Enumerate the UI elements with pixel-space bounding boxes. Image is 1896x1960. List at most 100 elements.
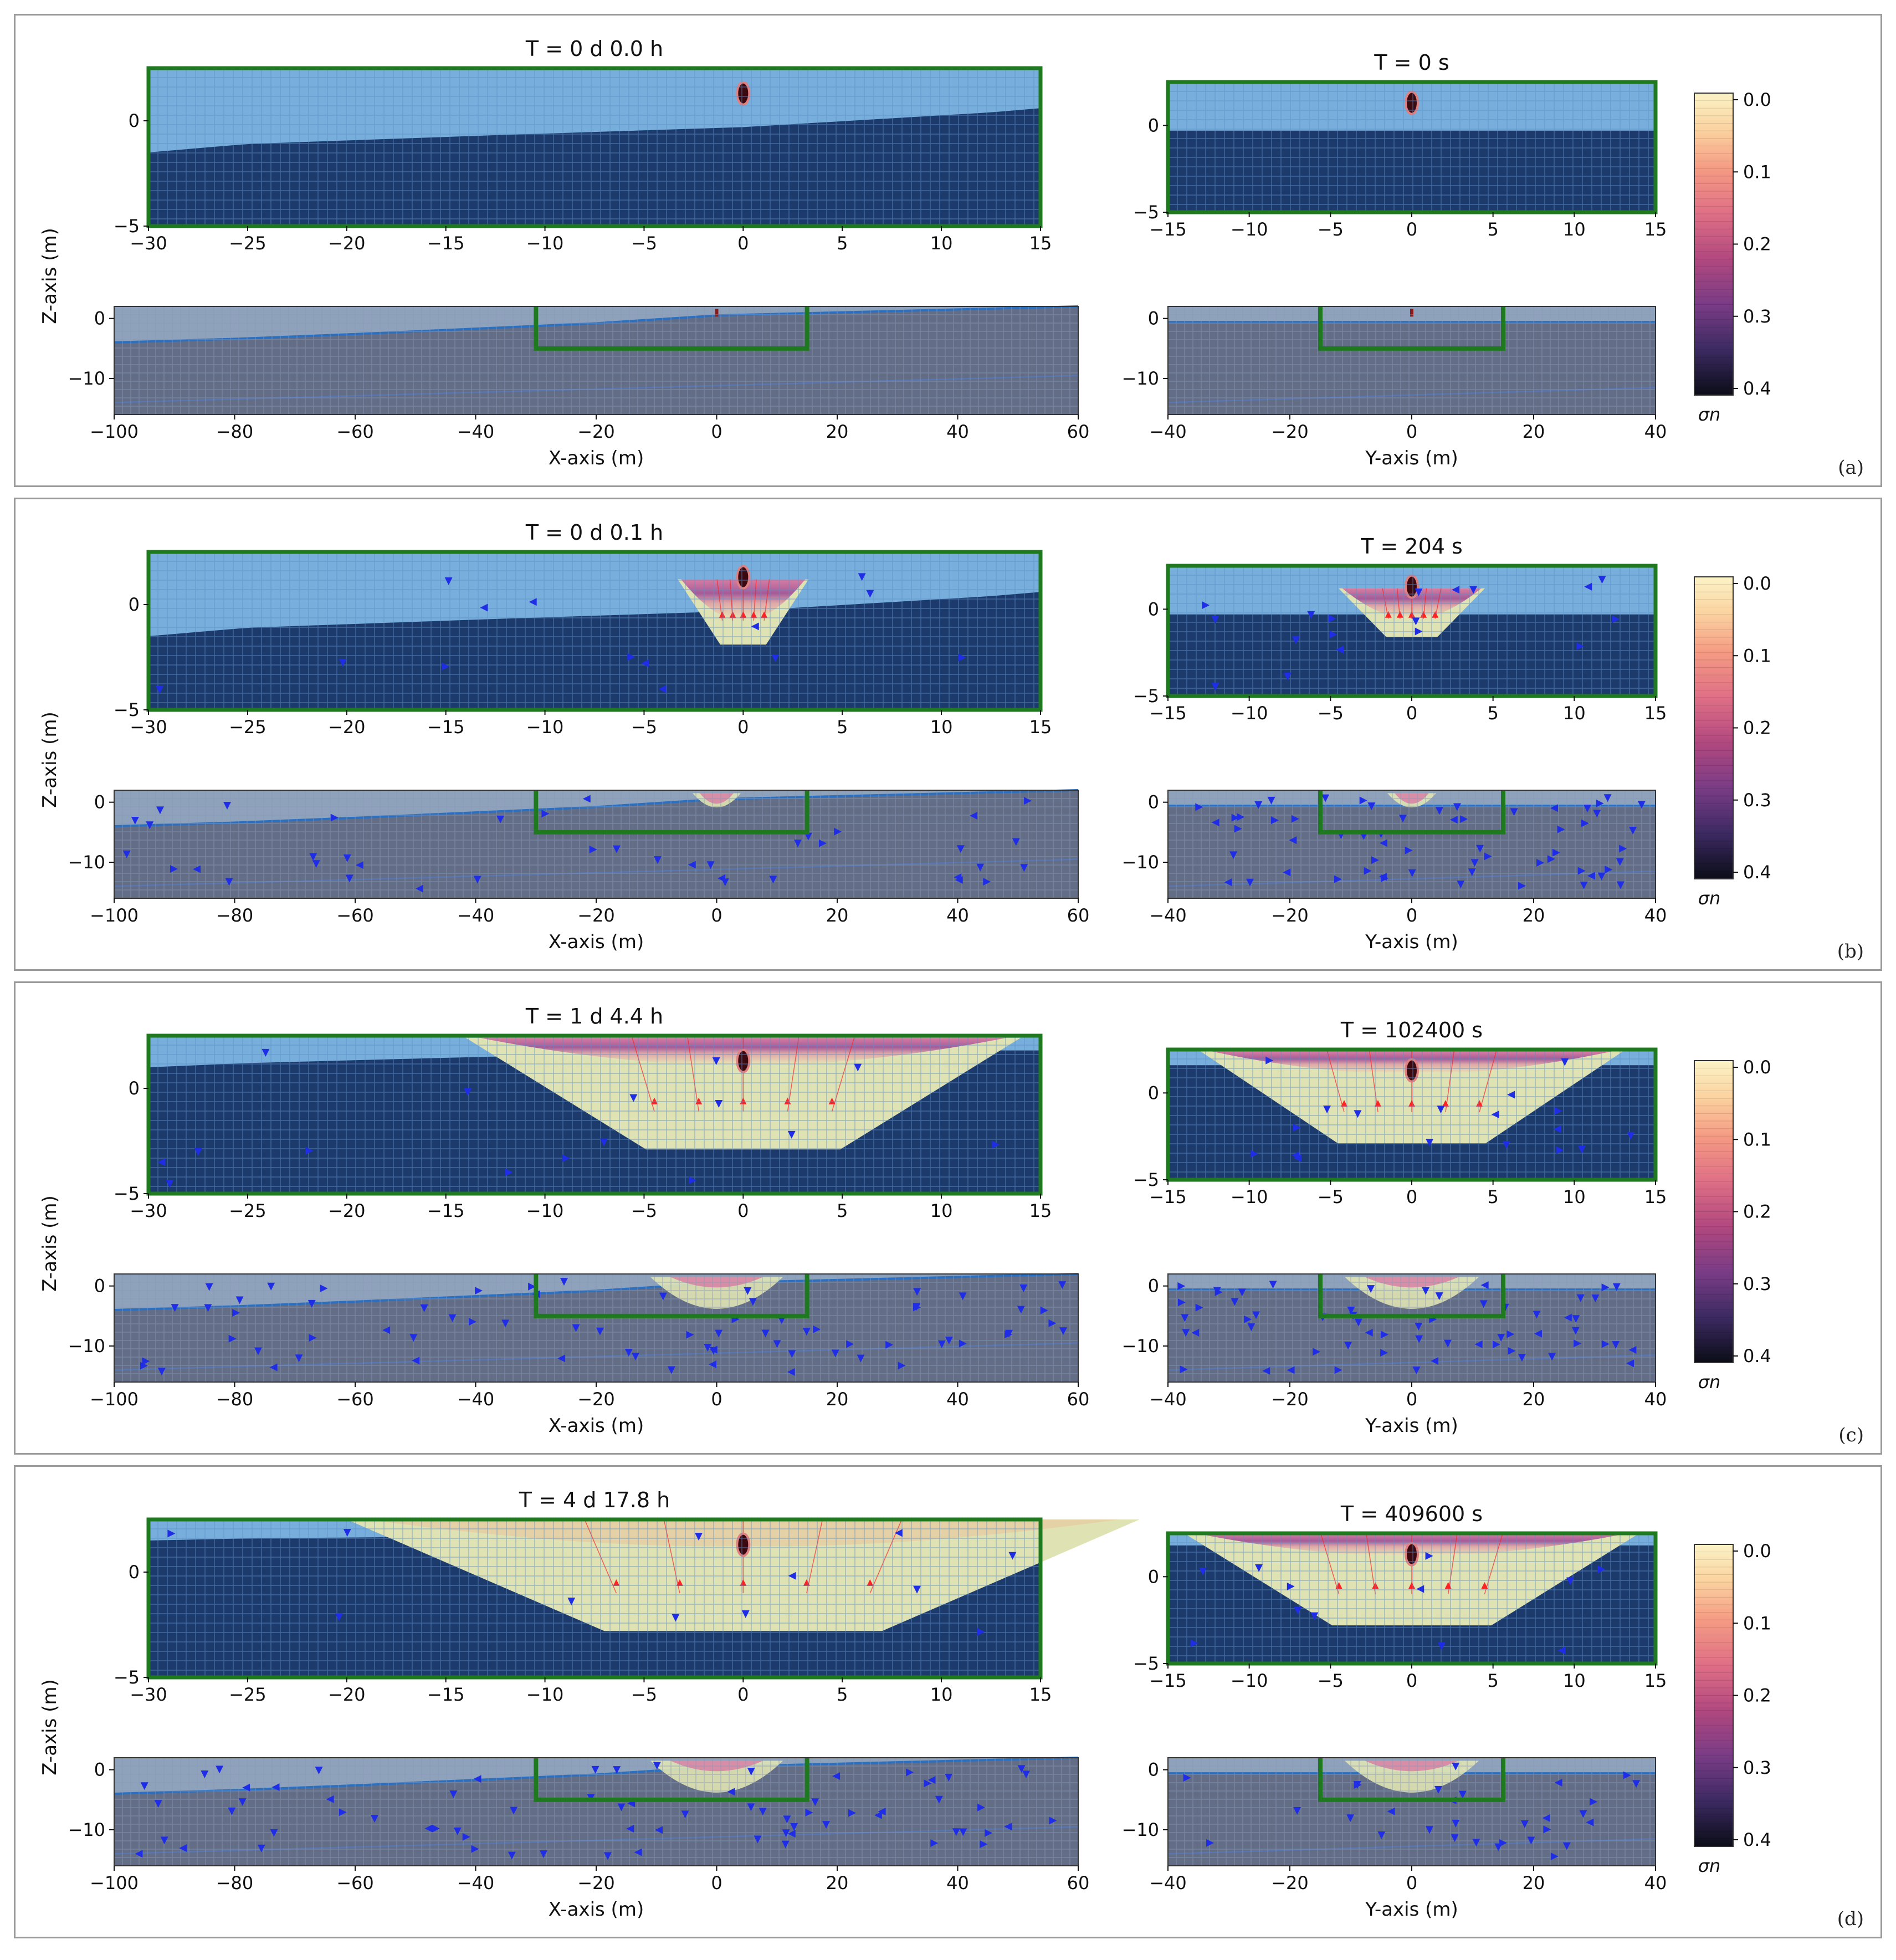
y-tick-label: −10 [1121,368,1159,389]
y-tick-label: −5 [114,216,140,237]
flow-arrow [980,1840,988,1849]
x-tick-label: −15 [427,233,465,254]
flow-arrow [204,1304,212,1312]
y-tick-label: −5 [1133,685,1159,707]
grid-lines [148,68,1041,226]
flow-arrow [1557,825,1565,833]
flow-arrow [1005,1330,1013,1339]
panel-c: −30 −25 −20 −15 −10 −5 0 5 10 15 0 −5 T = 1 d 4.4 h −… [14,981,1882,1455]
grid-lines [1168,566,1656,696]
x-tick-label: −20 [1271,905,1309,926]
flow-arrow [937,1340,946,1348]
x-tick-label: −100 [90,1389,139,1410]
infiltration-plume [650,1277,783,1309]
flow-arrow [924,1779,932,1788]
flow-arrow [1491,1111,1499,1119]
flow-arrow [976,863,985,872]
flow-arrow [1469,586,1478,594]
flow-arrow [510,1807,518,1815]
flow-arrow [1590,1798,1598,1806]
flow-arrow [629,1094,638,1102]
flow-arrow [1552,848,1560,857]
x-tick-label: 5 [1487,219,1498,240]
colorbar-tick-label: 0.1 [1743,161,1771,182]
flow-arrow [983,878,991,886]
flow-arrow [448,1314,457,1322]
flow-arrow [1329,630,1338,638]
flow-arrow [1019,1284,1028,1292]
source-marker [736,1048,751,1073]
flow-arrow [1593,810,1601,818]
flow-arrow [712,1057,720,1065]
flow-arrow [1017,1765,1026,1773]
flow-arrow [624,1349,633,1357]
flow-arrow [269,1363,278,1372]
flow-arrow [898,1362,906,1370]
flow-arrow [473,876,481,884]
flow-arrow [1269,1281,1277,1289]
inflow-arrow [1432,611,1439,618]
x-tick-label: −30 [130,1200,167,1221]
y-tick-label: 0 [1148,1276,1159,1297]
y-tick-label: −10 [68,368,105,389]
flow-arrow [1287,1366,1295,1374]
flow-arrow [424,1824,433,1833]
flow-arrow [787,1830,796,1838]
inflow-line [632,1037,655,1112]
flow-arrow [1587,872,1595,880]
flow-arrow [242,1783,250,1792]
y-tick-label: 0 [1148,792,1159,813]
wide-plot-right: −40 −20 0 20 40 0 −10 Y-axis (m) [1121,1273,1667,1437]
flow-arrow [1497,1333,1505,1342]
flow-arrow [805,1809,813,1817]
inflow-arrow [828,1097,836,1104]
flow-arrow [634,1848,642,1856]
zoom-plot-left: −30 −25 −20 −15 −10 −5 0 5 10 15 0 −5 T = 4 d 17.8 h [114,1488,1140,1705]
x-tick-label: 5 [1487,1186,1498,1207]
inflow-arrow [719,611,726,618]
x-tick-label: −5 [631,1684,657,1705]
x-tick-label: −60 [336,905,374,926]
colorbar-tick-label: 0.3 [1743,306,1771,327]
x-tick-label: −5 [1318,1186,1344,1207]
flow-arrow [312,860,320,868]
x-tick-label: 10 [930,1200,953,1221]
flow-arrow [557,1354,566,1363]
flow-arrow [171,1304,179,1312]
x-tick-label: −20 [1271,1872,1309,1894]
flow-arrow [1437,1106,1445,1114]
x-tick-label: −20 [577,1389,615,1410]
plot-title: T = 409600 s [1340,1502,1483,1526]
flow-arrow [1202,601,1210,610]
x-tick-label: 40 [1644,905,1667,926]
inflow-arrow [1476,1100,1483,1107]
flow-arrow [1554,1107,1562,1115]
colorbar-tick-label: 0.1 [1743,1129,1771,1150]
colorbar-tick-label: 0.2 [1743,1201,1771,1222]
zoom-plot-right: −15 −10 −5 0 5 10 15 0 −5 T = 409600 s [1133,1502,1667,1691]
x-tick-label: 20 [826,421,849,442]
x-tick-label: 60 [1067,1872,1090,1894]
colorbar-tick-label: 0.4 [1743,1345,1771,1367]
x-axis-label: X-axis (m) [549,1898,644,1921]
x-tick-label: −80 [216,1389,254,1410]
flow-arrow [1561,1058,1569,1066]
flow-arrow [339,658,347,667]
colorbar-tick-label: 0.2 [1743,718,1771,739]
flow-arrow [1554,1779,1562,1787]
y-tick-label: −5 [114,699,140,720]
colorbar-tick-label: 0.4 [1743,378,1771,399]
flow-arrow [480,603,488,612]
flow-arrow [1346,1814,1355,1823]
flow-arrow [142,1357,150,1365]
y-tick-label: −10 [1121,1819,1159,1840]
x-tick-label: 0 [711,905,722,926]
flow-arrow [612,845,621,853]
flow-arrow [572,1324,580,1332]
flow-arrow [945,1337,953,1345]
x-tick-label: −40 [1149,1872,1187,1894]
layer-line [1167,1838,1656,1855]
inflow-arrow [676,1579,683,1586]
flow-arrow [1293,1123,1301,1132]
flow-arrow [1040,1306,1048,1314]
